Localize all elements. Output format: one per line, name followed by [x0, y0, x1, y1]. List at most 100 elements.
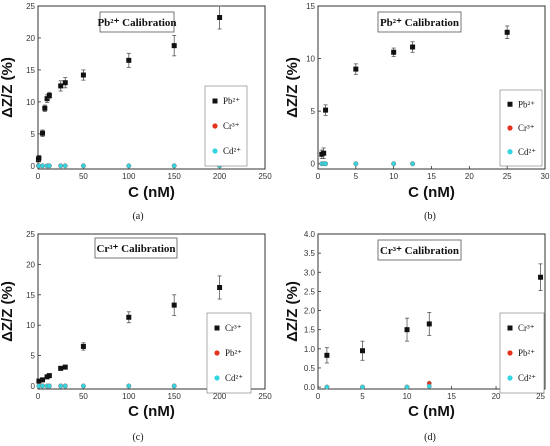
legend-label: Pb²⁺ [518, 99, 535, 109]
legend-marker [212, 123, 218, 129]
data-point [46, 373, 52, 379]
x-tick-label: 10 [389, 172, 398, 181]
y-tick-label: 10 [26, 98, 35, 107]
data-point [40, 163, 45, 169]
legend-label: Cr³⁺ [225, 323, 242, 333]
chart-title: Cr³⁺ Calibration [96, 243, 175, 255]
data-point [391, 161, 397, 167]
x-tick-label: 100 [122, 392, 136, 401]
data-point [62, 383, 68, 389]
legend-label: Cd²⁺ [518, 373, 536, 383]
title-box [377, 11, 462, 33]
x-tick-label: 5 [360, 392, 365, 401]
data-point [40, 383, 45, 389]
plot-frame [37, 5, 266, 170]
data-point [46, 163, 52, 169]
data-point [58, 83, 64, 89]
data-point [171, 43, 177, 49]
x-tick-label: 20 [492, 392, 501, 401]
y-tick-label: 25 [26, 230, 35, 239]
title-box [99, 11, 175, 33]
panel-a: 0 50 100 150 200 250 0 5 10 15 20 25 C (nM) ΔZ/Z (%) P… [0, 2, 272, 222]
x-axis-label: C (nM) [408, 184, 455, 201]
legend-marker [507, 325, 513, 331]
data-point [324, 352, 330, 358]
legend-marker [212, 148, 218, 154]
x-axis-label: C (nM) [408, 403, 455, 420]
data-point [62, 80, 68, 86]
y-tick-label: 2.5 [304, 287, 316, 296]
data-point [360, 348, 366, 354]
x-tick-label: 15 [427, 172, 436, 181]
x-axis-label: C (nM) [128, 184, 175, 201]
data-point [46, 92, 52, 98]
x-tick-label: 20 [465, 172, 474, 181]
legend-marker [214, 375, 220, 381]
data-point [171, 383, 177, 389]
legend-label: Pb²⁺ [518, 348, 535, 358]
y-tick-label: 10 [306, 55, 315, 64]
data-point [504, 29, 510, 35]
title-box [94, 237, 178, 259]
y-tick-label: 1.0 [304, 345, 316, 354]
data-point [126, 163, 132, 169]
x-tick-label: 10 [403, 392, 412, 401]
data-point [126, 383, 132, 389]
y-tick-label: 0.0 [304, 383, 316, 392]
title-box [377, 239, 462, 261]
data-point [62, 364, 68, 370]
legend-label: Cr³⁺ [518, 123, 535, 133]
panel-b: 0 5 10 15 20 25 30 0 5 10 15 C (nM) ΔZ/Z (%) Pb²⁺ Cal… [284, 2, 550, 222]
legend-marker [507, 149, 513, 155]
y-axis-label: ΔZ/Z (%) [0, 57, 16, 118]
data-point [324, 384, 330, 390]
data-point [81, 163, 86, 169]
x-tick-label: 150 [168, 392, 182, 401]
legend-marker [212, 98, 218, 104]
y-tick-label: 4.0 [304, 230, 316, 239]
y-axis-label: ΔZ/Z (%) [284, 281, 301, 342]
x-tick-label: 15 [447, 392, 456, 401]
panel-caption: (d) [424, 432, 436, 443]
x-tick-label: 5 [354, 172, 359, 181]
y-tick-label: 15 [26, 66, 35, 75]
chart-title: Pb²⁺ Calibration [97, 17, 176, 29]
data-point [217, 284, 223, 290]
data-point [40, 377, 46, 383]
y-tick-label: 0.5 [304, 364, 316, 373]
data-point [217, 15, 223, 21]
data-point [353, 161, 359, 167]
data-point [62, 163, 68, 169]
data-point [58, 163, 64, 169]
legend-label: Cd²⁺ [518, 147, 536, 157]
panel-caption: (a) [132, 211, 143, 222]
y-tick-label: 5 [31, 130, 36, 139]
x-tick-label: 0 [316, 392, 321, 401]
data-point [410, 161, 415, 167]
panel-caption: (b) [424, 211, 436, 222]
data-point [126, 314, 132, 320]
x-tick-label: 25 [536, 392, 545, 401]
y-tick-label: 0 [311, 160, 316, 169]
x-tick-label: 150 [168, 172, 182, 181]
data-point [360, 384, 365, 390]
panel-caption: (c) [132, 432, 143, 443]
chart-title: Pb²⁺ Calibration [380, 17, 459, 29]
legend-marker [214, 350, 220, 356]
data-point [353, 66, 359, 72]
x-tick-label: 100 [122, 172, 136, 181]
legend-box [499, 89, 543, 167]
y-tick-label: 2.0 [304, 307, 316, 316]
data-point [323, 107, 329, 113]
y-tick-label: 15 [306, 2, 315, 11]
legend-label: Cd²⁺ [223, 146, 241, 156]
plot-frame [37, 233, 266, 390]
data-point [80, 72, 86, 78]
x-axis-label: C (nM) [128, 403, 175, 420]
legend-marker [507, 125, 513, 131]
data-point [171, 163, 177, 169]
data-point [171, 302, 177, 308]
y-tick-label: 1.5 [304, 326, 316, 335]
legend-label: Pb²⁺ [223, 96, 240, 106]
data-point [58, 383, 64, 389]
